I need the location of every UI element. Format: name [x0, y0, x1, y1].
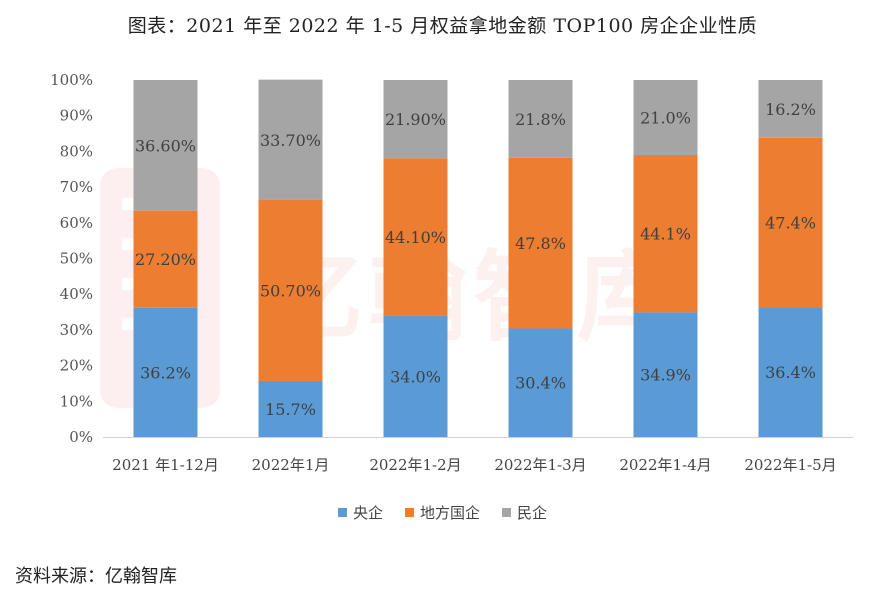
stacked-bar-chart: 0% 10% 20% 30% 40% 50% 60% 70% 80% 90% 100% 36.2% 27… — [50, 71, 853, 474]
data-label: 44.1% — [640, 225, 691, 244]
data-label: 36.2% — [140, 363, 191, 382]
y-tick-label: 70% — [60, 178, 93, 196]
bar-segment — [508, 328, 573, 437]
y-tick-label: 10% — [60, 392, 93, 410]
bar-segment — [758, 307, 823, 437]
bar-segment — [258, 380, 323, 437]
legend-swatch-local-soe — [404, 508, 414, 517]
data-label: 21.90% — [385, 110, 446, 129]
bar-segment — [508, 157, 573, 329]
y-tick-label: 30% — [60, 321, 93, 339]
bar-segment — [133, 80, 198, 211]
legend-label-central-soe: 央企 — [352, 504, 383, 522]
x-tick-label: 2022年1-2月 — [369, 456, 461, 474]
data-label: 30.4% — [515, 374, 566, 393]
chart-title: 图表：2021 年至 2022 年 1-5 月权益拿地金额 TOP100 房企企… — [127, 15, 758, 37]
legend-item-private: 民企 — [502, 502, 547, 523]
legend-label-private: 民企 — [517, 504, 548, 522]
x-tick-label: 2022年1-5月 — [744, 456, 836, 474]
bar-segment — [383, 315, 448, 437]
data-label: 16.2% — [765, 100, 816, 119]
y-tick-label: 40% — [60, 285, 93, 303]
legend-swatch-central-soe — [337, 508, 347, 517]
data-label: 21.8% — [515, 110, 566, 129]
data-label: 34.9% — [640, 366, 691, 385]
bar-segment — [508, 80, 573, 158]
y-tick-label: 50% — [60, 250, 93, 268]
y-tick-label: 60% — [60, 214, 93, 232]
x-tick-label: 2022年1-3月 — [494, 456, 586, 474]
y-tick-label: 80% — [60, 142, 93, 160]
bar-segment — [758, 137, 823, 308]
bar-segment — [258, 79, 323, 200]
legend-swatch-private — [502, 508, 511, 517]
bar-segment — [133, 210, 198, 308]
x-tick-label: 2022年1-4月 — [619, 456, 711, 474]
data-label: 36.4% — [765, 363, 816, 382]
data-label: 36.60% — [135, 136, 196, 155]
y-tick-label: 100% — [50, 71, 93, 89]
legend-label-local-soe: 地方国企 — [419, 504, 480, 522]
bar-segment — [383, 158, 448, 316]
x-tick-label: 2021 年1-12月 — [112, 456, 219, 474]
bar-segment — [383, 80, 448, 159]
bar-segment — [633, 80, 698, 155]
bar-segment — [133, 307, 198, 437]
data-label: 47.4% — [765, 213, 816, 232]
x-tick-label: 2022年1月 — [252, 456, 330, 474]
y-tick-label: 20% — [60, 357, 93, 375]
data-label: 27.20% — [135, 250, 196, 269]
data-label: 21.0% — [640, 108, 691, 127]
chart-legend: 央企 地方国企 民企 — [0, 502, 885, 523]
y-tick-label: 0% — [69, 428, 93, 446]
data-label: 47.8% — [515, 234, 566, 253]
bar-segment — [758, 80, 823, 138]
data-label: 33.70% — [260, 131, 321, 150]
bar-segment — [633, 312, 698, 437]
legend-item-central-soe: 央企 — [337, 502, 383, 523]
data-label: 34.0% — [390, 367, 441, 386]
data-label: 50.70% — [260, 281, 321, 300]
bar-segment — [258, 199, 323, 381]
legend-item-local-soe: 地方国企 — [404, 502, 480, 523]
data-label: 44.10% — [385, 228, 446, 247]
data-label: 15.7% — [265, 400, 316, 419]
source-note: 资料来源：亿翰智库 — [15, 566, 177, 587]
bar-segment — [633, 154, 698, 313]
y-tick-label: 90% — [60, 107, 93, 125]
